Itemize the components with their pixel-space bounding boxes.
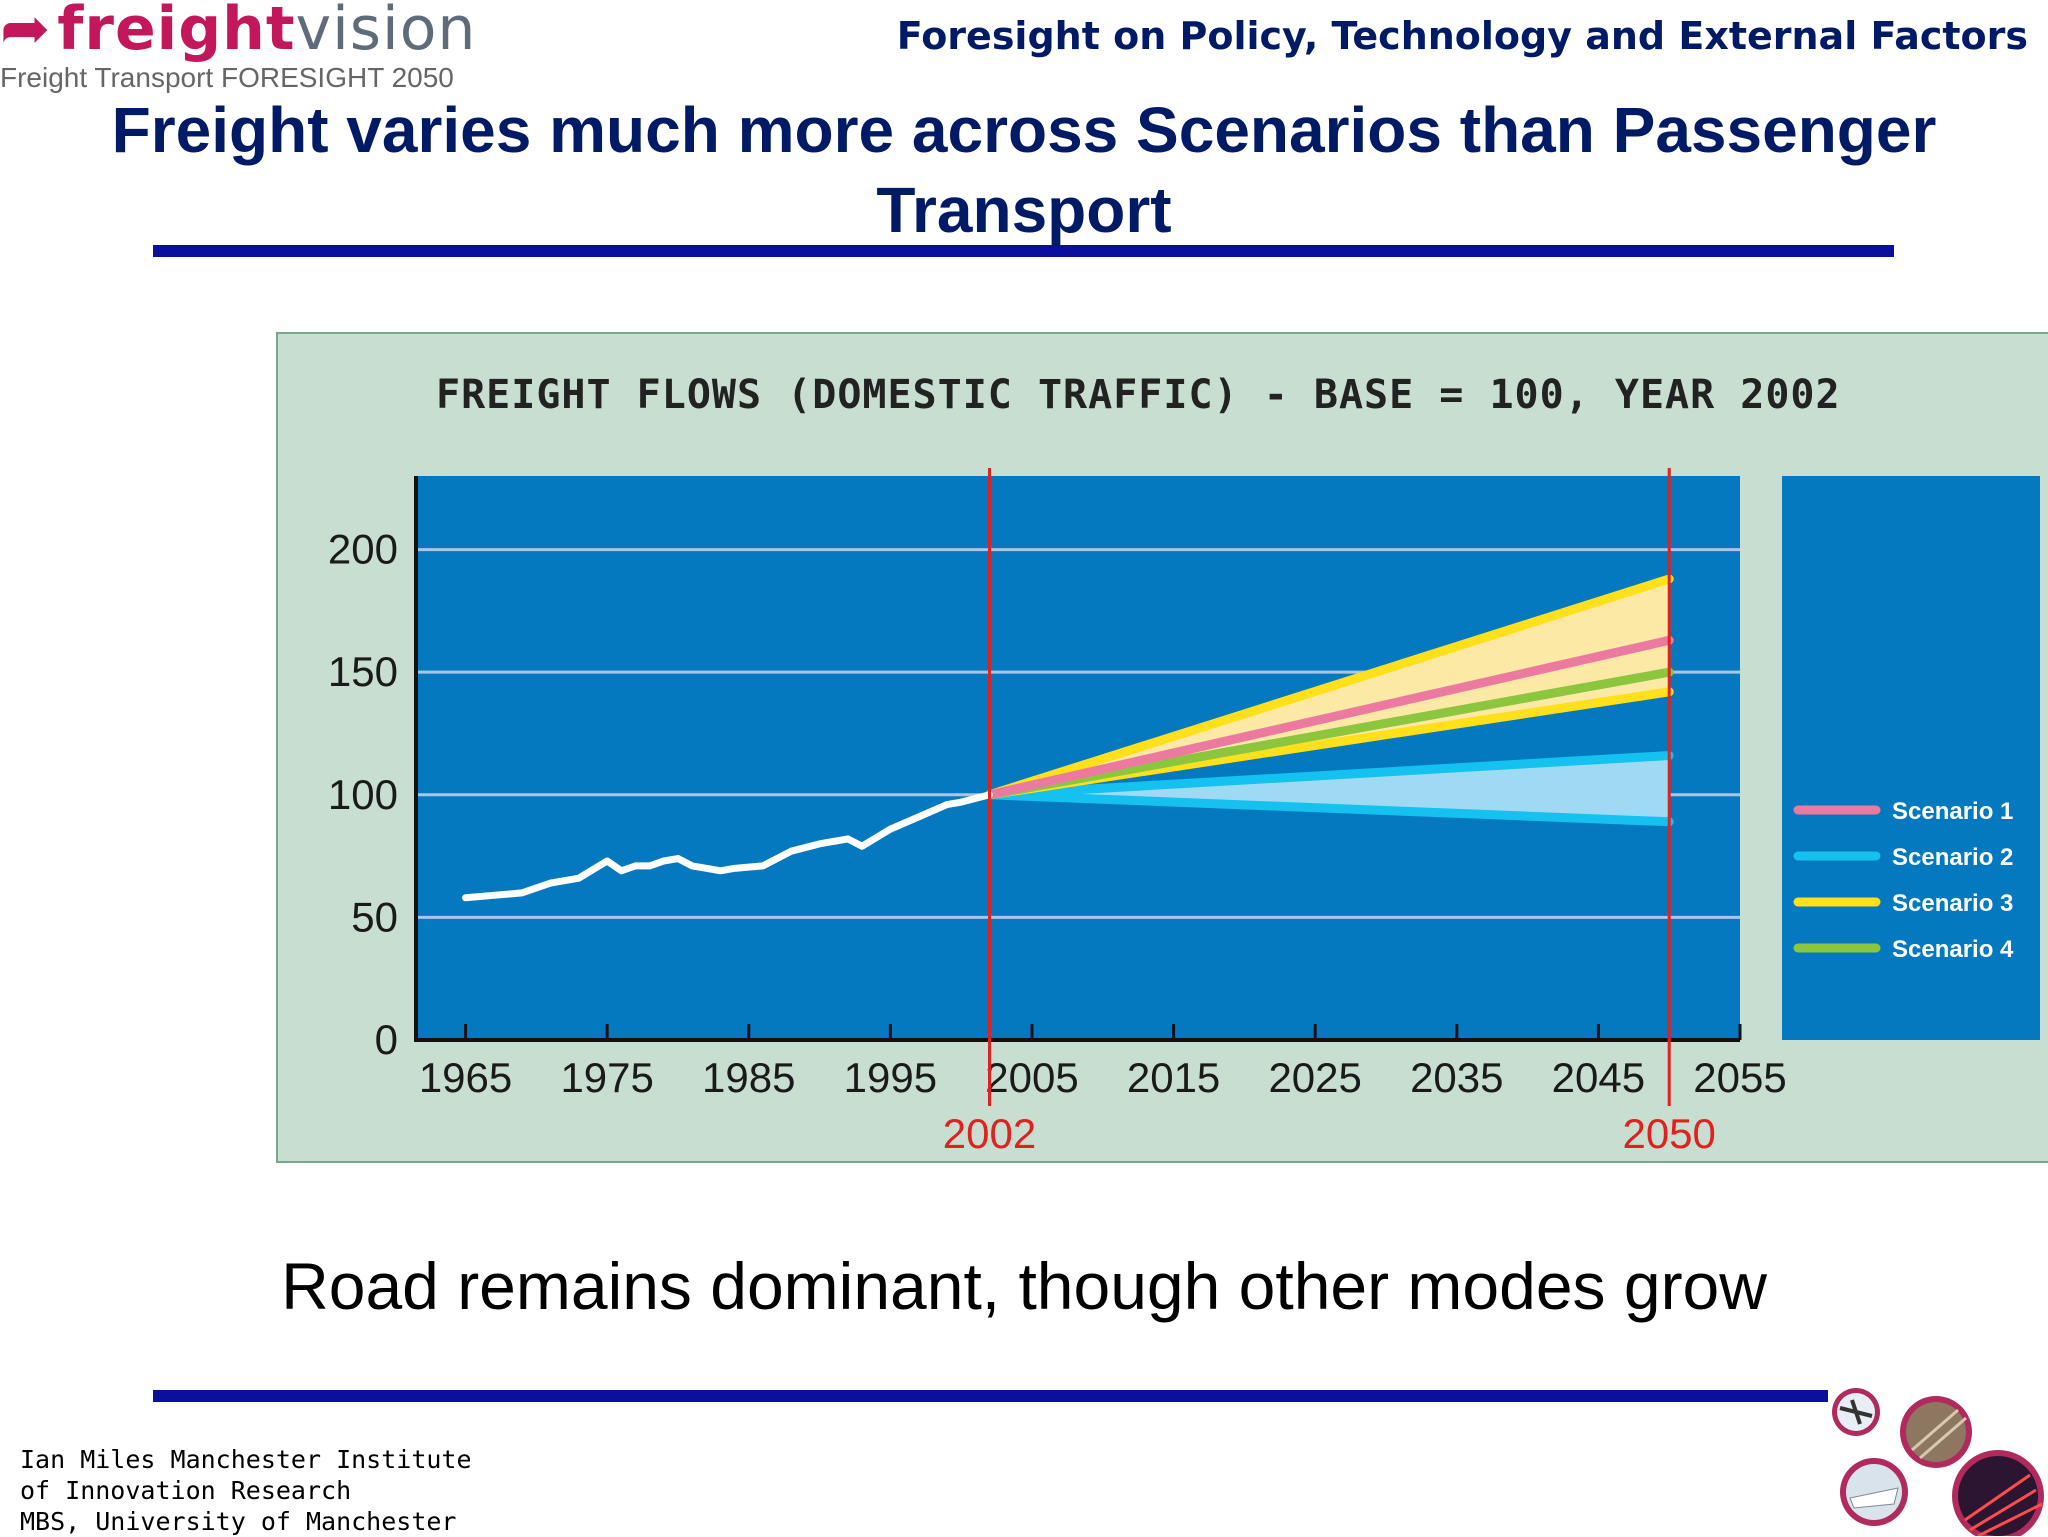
scenario-1-line	[984, 635, 1674, 800]
y-tick-label: 200	[328, 526, 398, 573]
photo-ship-icon	[1840, 1458, 1908, 1526]
footer-line-2: of Innovation Research	[20, 1476, 352, 1505]
x-tick-label: 1995	[844, 1054, 937, 1101]
title-divider	[153, 245, 1894, 257]
plot-area	[416, 476, 1740, 1040]
slide-caption: Road remains dominant, though other mode…	[281, 1249, 1767, 1323]
x-tick-label: 2045	[1552, 1054, 1645, 1101]
x-tick-label: 2035	[1410, 1054, 1503, 1101]
logo-subtitle: Freight Transport FORESIGHT 2050	[0, 62, 454, 93]
footer-credit: Ian Miles Manchester Institute of Innova…	[20, 1444, 472, 1537]
year-marker-label: 2002	[943, 1110, 1036, 1157]
y-tick-label: 100	[328, 771, 398, 818]
legend-label: Scenario 1	[1892, 798, 2013, 825]
scenario-2-range-area	[989, 755, 1670, 822]
x-tick-label: 1965	[419, 1054, 512, 1101]
photo-plane-icon	[1832, 1388, 1880, 1436]
x-tick-label: 2015	[1127, 1054, 1220, 1101]
scenario-2-lower-line	[984, 790, 1674, 827]
footer-line-1: Ian Miles Manchester Institute	[20, 1445, 472, 1474]
y-tick-label: 0	[375, 1016, 398, 1063]
photo-rail-icon	[1900, 1396, 1972, 1468]
x-tick-label: 2025	[1268, 1054, 1361, 1101]
y-tick-label: 50	[351, 893, 398, 940]
x-tick-label: 2005	[985, 1054, 1078, 1101]
logo-word-vision: vision	[295, 0, 477, 64]
legend-label: Scenario 3	[1892, 890, 2013, 917]
legend-label: Scenario 4	[1892, 936, 2014, 963]
transport-photos-decoration	[1832, 1388, 2044, 1536]
footer-line-3: MBS, University of Manchester	[20, 1507, 457, 1536]
logo-wordmark: ➦ freightvision	[0, 0, 476, 64]
chart-title: FREIGHT FLOWS (DOMESTIC TRAFFIC) - BASE …	[436, 372, 1841, 418]
x-tick-label: 1985	[702, 1054, 795, 1101]
footer-divider	[153, 1390, 1828, 1402]
scenario-2-upper-line	[984, 751, 1674, 800]
x-tick-label: 1975	[560, 1054, 653, 1101]
year-marker-label: 2050	[1622, 1110, 1715, 1157]
y-tick-label: 150	[328, 648, 398, 695]
logo-word-freight: freight	[57, 0, 296, 64]
header-subtitle: Foresight on Policy, Technology and Exte…	[896, 14, 2028, 58]
x-tick-label: 2055	[1693, 1054, 1786, 1101]
scenario-4-line	[984, 667, 1674, 800]
photo-road-icon	[1952, 1450, 2044, 1536]
freight-flows-chart: 0 50 100 150 200 1965 1975 1985 1995 2005 2015 2025…	[328, 468, 2040, 1157]
legend-label: Scenario 2	[1892, 844, 2013, 871]
historical-line	[462, 791, 993, 902]
arrow-icon: ➦	[0, 0, 52, 64]
slide-title: Freight varies much more across Scenario…	[111, 94, 1937, 246]
scenario-3-upper-line	[984, 574, 1674, 800]
freightvision-logo: ➦ freightvision Freight Transport FORESIG…	[0, 0, 475, 100]
